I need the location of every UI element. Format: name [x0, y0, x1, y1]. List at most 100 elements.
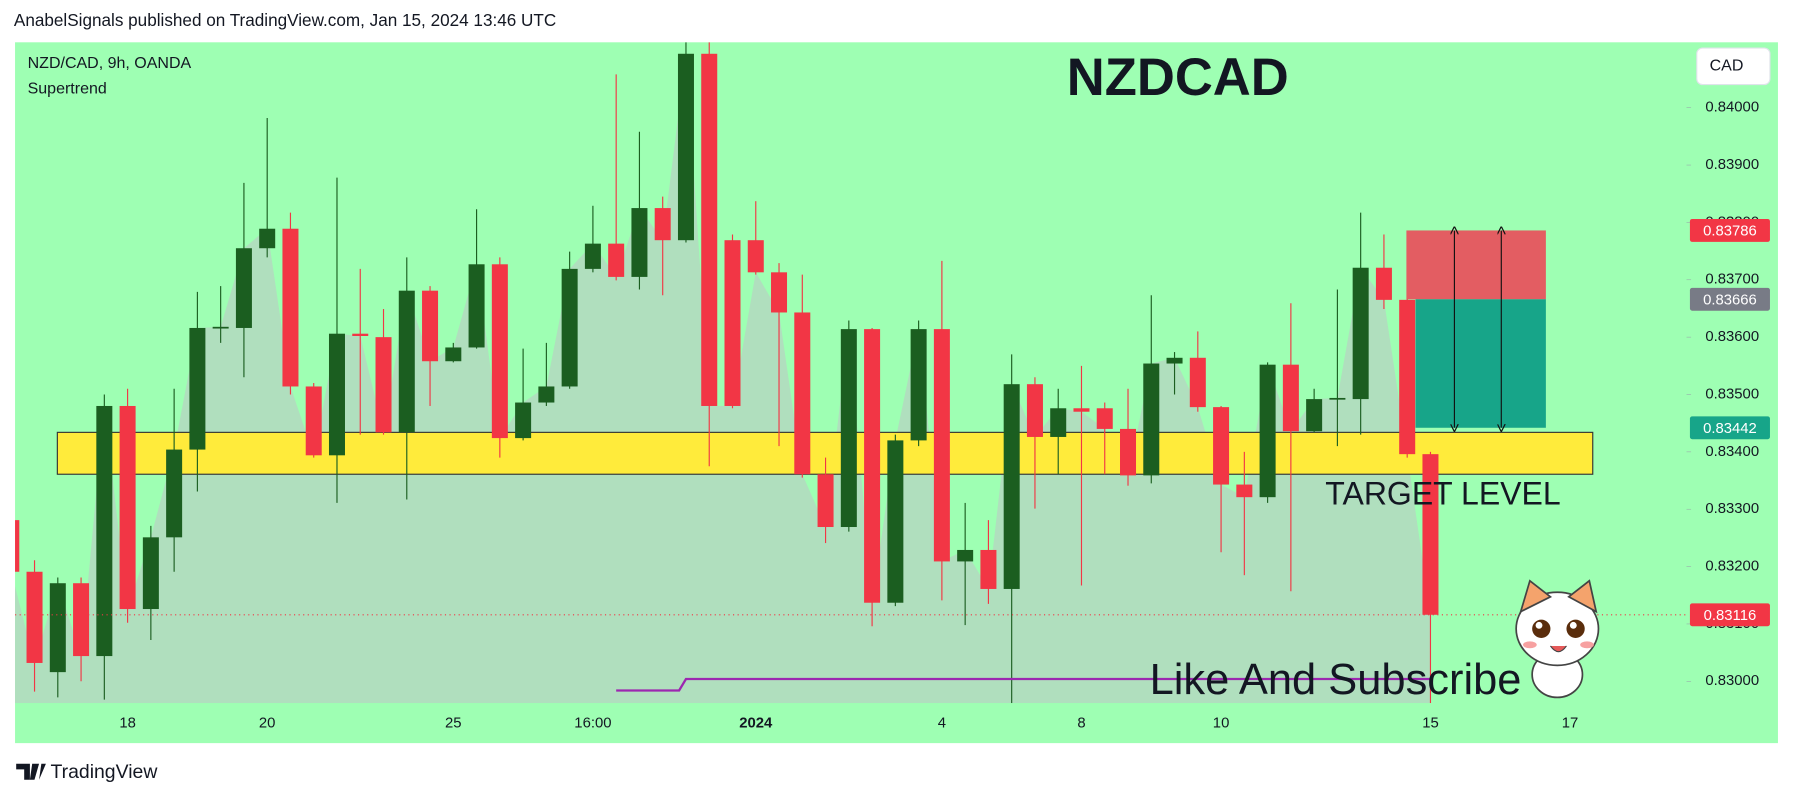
x-tick-label: 8 [1077, 716, 1085, 732]
candle-body [73, 583, 90, 657]
stop-box [1406, 230, 1546, 300]
cat-sticker [1515, 579, 1600, 699]
price-tag-label: 0.83786 [1703, 224, 1757, 240]
candle-body [375, 337, 392, 433]
candle-body [235, 248, 252, 328]
candle-body [1306, 399, 1323, 432]
candle-body [1073, 408, 1090, 412]
candle-body [887, 440, 904, 603]
y-tick-label: 0.83500 [1705, 386, 1759, 402]
price-tag-label: 0.83442 [1703, 421, 1757, 437]
candle-body [1236, 484, 1253, 498]
candle-body [817, 474, 834, 528]
candle-body [119, 405, 136, 610]
x-tick-label: 25 [445, 716, 462, 732]
x-tick-label: 2024 [739, 716, 773, 732]
y-tick-label: 0.83200 [1705, 559, 1759, 575]
target-box [1415, 299, 1546, 428]
y-tick-label: 0.83400 [1705, 444, 1759, 460]
candle-body [1143, 363, 1160, 476]
x-tick-label: 4 [938, 716, 946, 732]
price-tag-label: 0.83666 [1703, 292, 1757, 308]
x-tick-label: 18 [119, 716, 136, 732]
price-tag [1689, 287, 1770, 311]
annotation: Like And Subscribe [1150, 656, 1522, 704]
plot-area [15, 42, 1687, 704]
candle-body [1213, 407, 1230, 485]
candle-body [747, 240, 764, 273]
published-note: AnabelSignals published on TradingView.c… [14, 10, 556, 30]
candle-body [584, 243, 601, 269]
candle-body [631, 208, 648, 277]
candle-body [771, 272, 788, 313]
currency-label[interactable]: CAD [1710, 58, 1744, 75]
y-tick-label: 0.83700 [1705, 272, 1759, 288]
candle-body [933, 329, 950, 562]
candle-body [142, 537, 159, 610]
candle-body [1050, 408, 1067, 437]
candle-body [561, 268, 578, 387]
candle-body [701, 53, 718, 406]
footer-brand: TradingView [50, 761, 158, 783]
candle-body [1120, 428, 1137, 476]
candle-body [259, 228, 276, 249]
candle-body [1352, 267, 1369, 400]
candle-body [538, 386, 555, 403]
symbol-label: NZD/CAD, 9h, OANDA [28, 55, 192, 72]
y-tick-label: 0.84000 [1705, 100, 1759, 116]
candle-body [398, 290, 415, 433]
price-tag-label: 0.83116 [1704, 608, 1757, 624]
candle-body [724, 240, 741, 406]
x-tick-label: 15 [1422, 716, 1439, 732]
x-tick-label: 17 [1562, 716, 1579, 732]
candle-body [1375, 267, 1392, 300]
currency-button[interactable] [1696, 47, 1771, 86]
candle-body [677, 53, 694, 241]
candle-body [980, 549, 997, 589]
y-tick-label: 0.83300 [1705, 501, 1759, 517]
candle-body [328, 333, 345, 456]
candle-body [26, 571, 43, 663]
candle-body [422, 290, 439, 362]
price-tag [1689, 603, 1770, 627]
candle-body [864, 329, 881, 603]
chart-title: NZDCAD [1067, 48, 1289, 107]
x-tick-label: 16:00 [574, 716, 611, 732]
candle-body [794, 312, 811, 475]
indicator-label: Supertrend [28, 80, 107, 97]
price-tag [1689, 219, 1770, 242]
candle-body [1096, 408, 1113, 429]
candle-body [468, 264, 485, 348]
candle-body [957, 549, 974, 562]
candle-body [1422, 454, 1439, 615]
candle-body [910, 329, 927, 441]
candle-body [189, 327, 206, 450]
price-axis: 0.830000.831000.832000.833000.834000.835… [1686, 100, 1770, 689]
x-tick-label: 10 [1213, 716, 1230, 732]
candle-body [1282, 364, 1299, 432]
y-tick-label: 0.83000 [1705, 673, 1759, 689]
candle-body [212, 326, 229, 329]
target-zone-label: TARGET LEVEL [1325, 476, 1560, 512]
candle-body [1026, 384, 1043, 437]
candle-body [445, 347, 462, 362]
candle-body [1259, 364, 1276, 498]
candle-body [15, 520, 20, 572]
price-tag [1689, 416, 1770, 440]
candle-body [305, 386, 322, 456]
candle-body [166, 449, 183, 538]
candle-body [840, 329, 857, 528]
candle-body [654, 208, 671, 241]
candle-body [1399, 299, 1416, 455]
y-tick-label: 0.83600 [1705, 329, 1759, 345]
y-tick-label: 0.83900 [1705, 157, 1759, 173]
close-area [15, 53, 1431, 704]
candle-body [1003, 384, 1020, 589]
candle-body [1189, 357, 1206, 408]
candle-body [282, 228, 299, 387]
candle-body [352, 333, 369, 336]
candle-body [1166, 357, 1183, 364]
candle-body [1329, 397, 1346, 400]
